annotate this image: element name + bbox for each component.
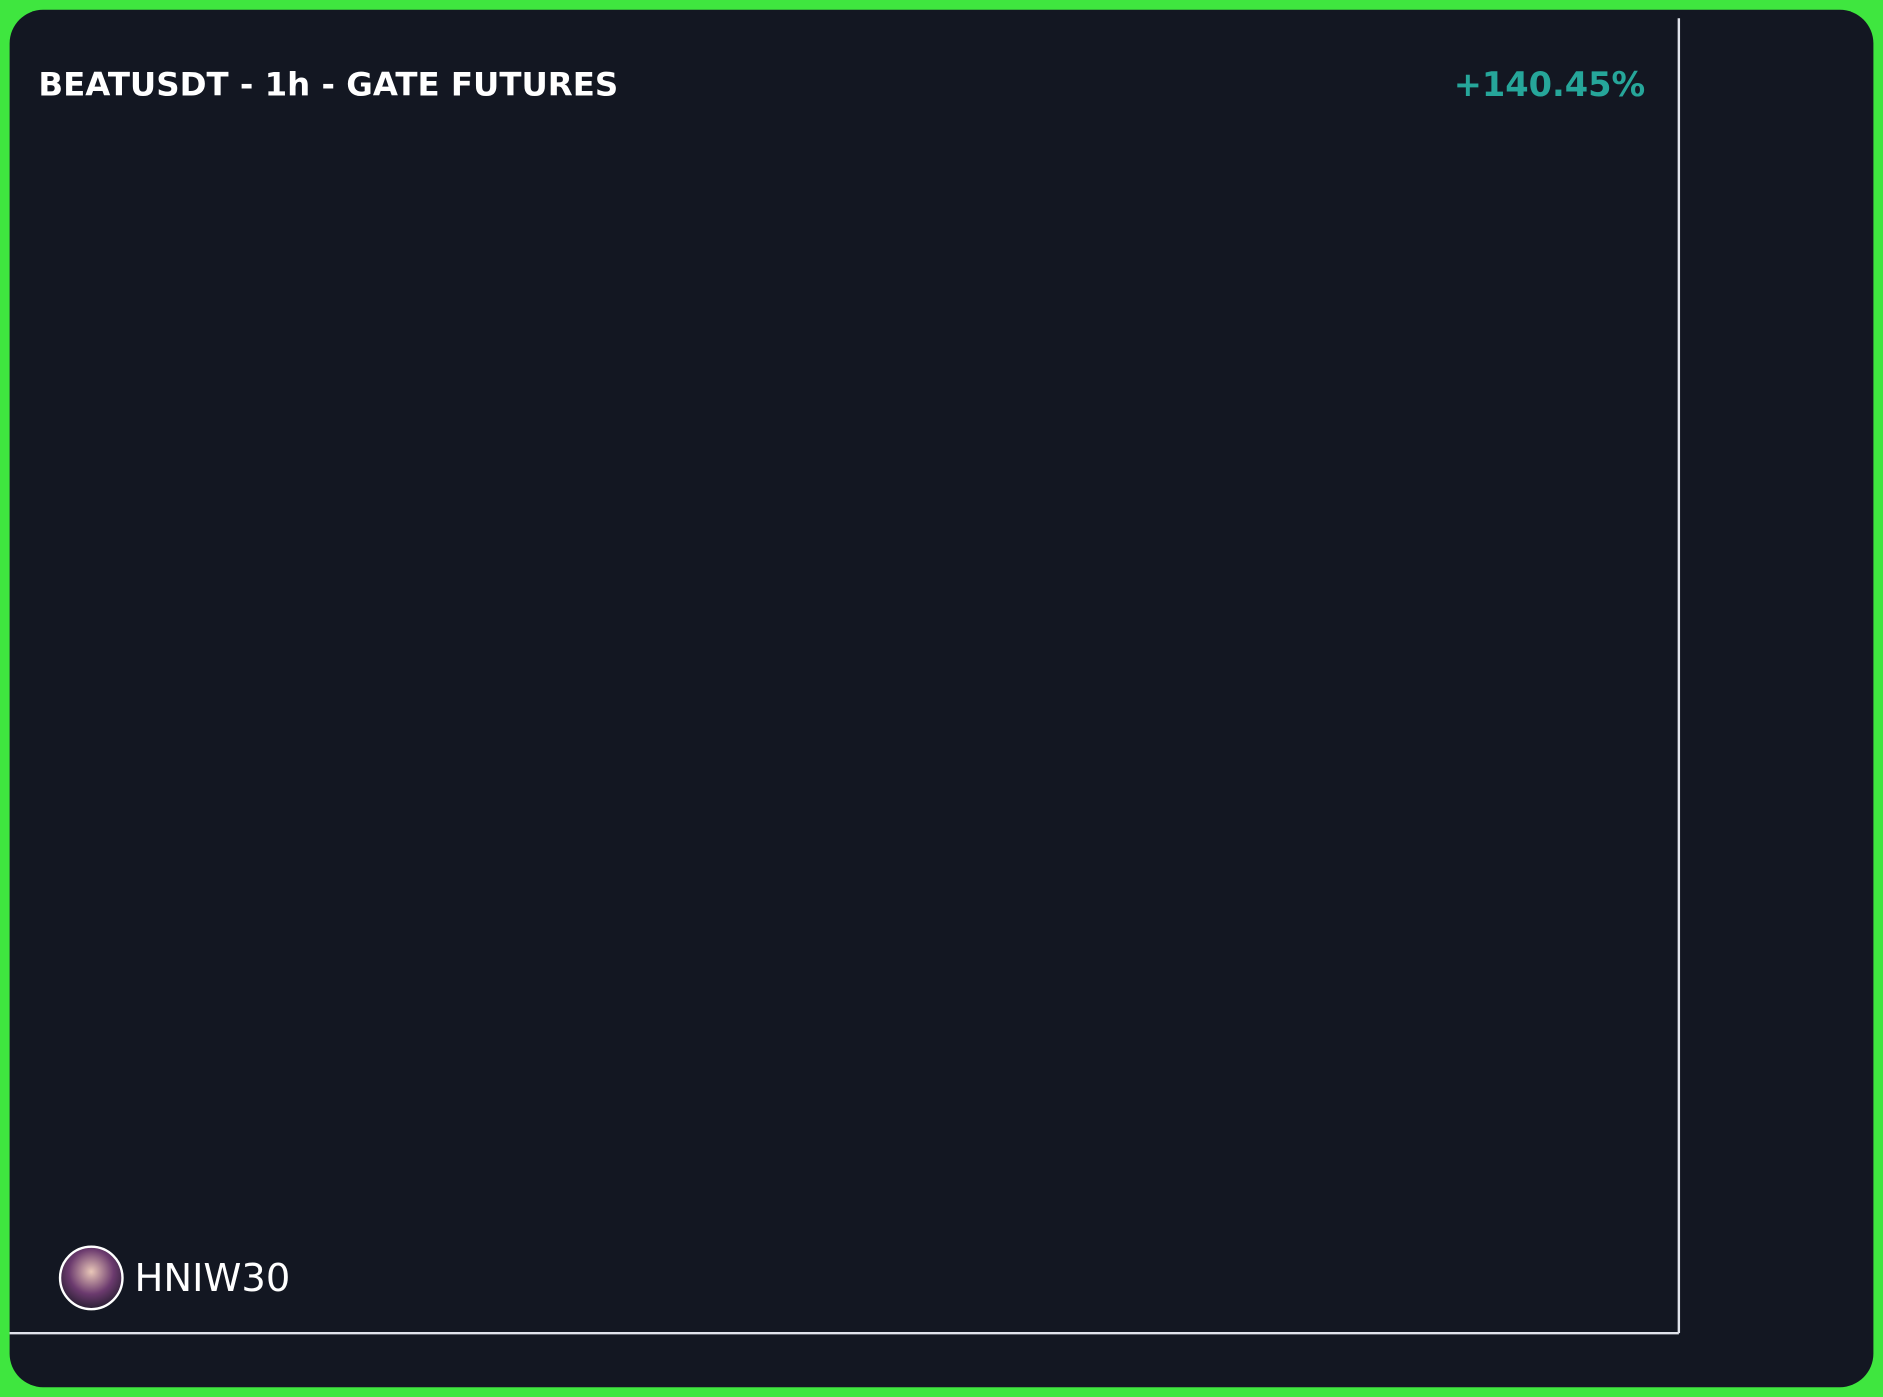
watermark: HNIW30 — [135, 1256, 291, 1301]
panel — [9, 9, 1874, 1388]
performance: +140.45% — [1454, 65, 1646, 104]
chart-title: BEATUSDT - 1h - GATE FUTURES — [38, 66, 618, 104]
avatar — [58, 1245, 124, 1311]
